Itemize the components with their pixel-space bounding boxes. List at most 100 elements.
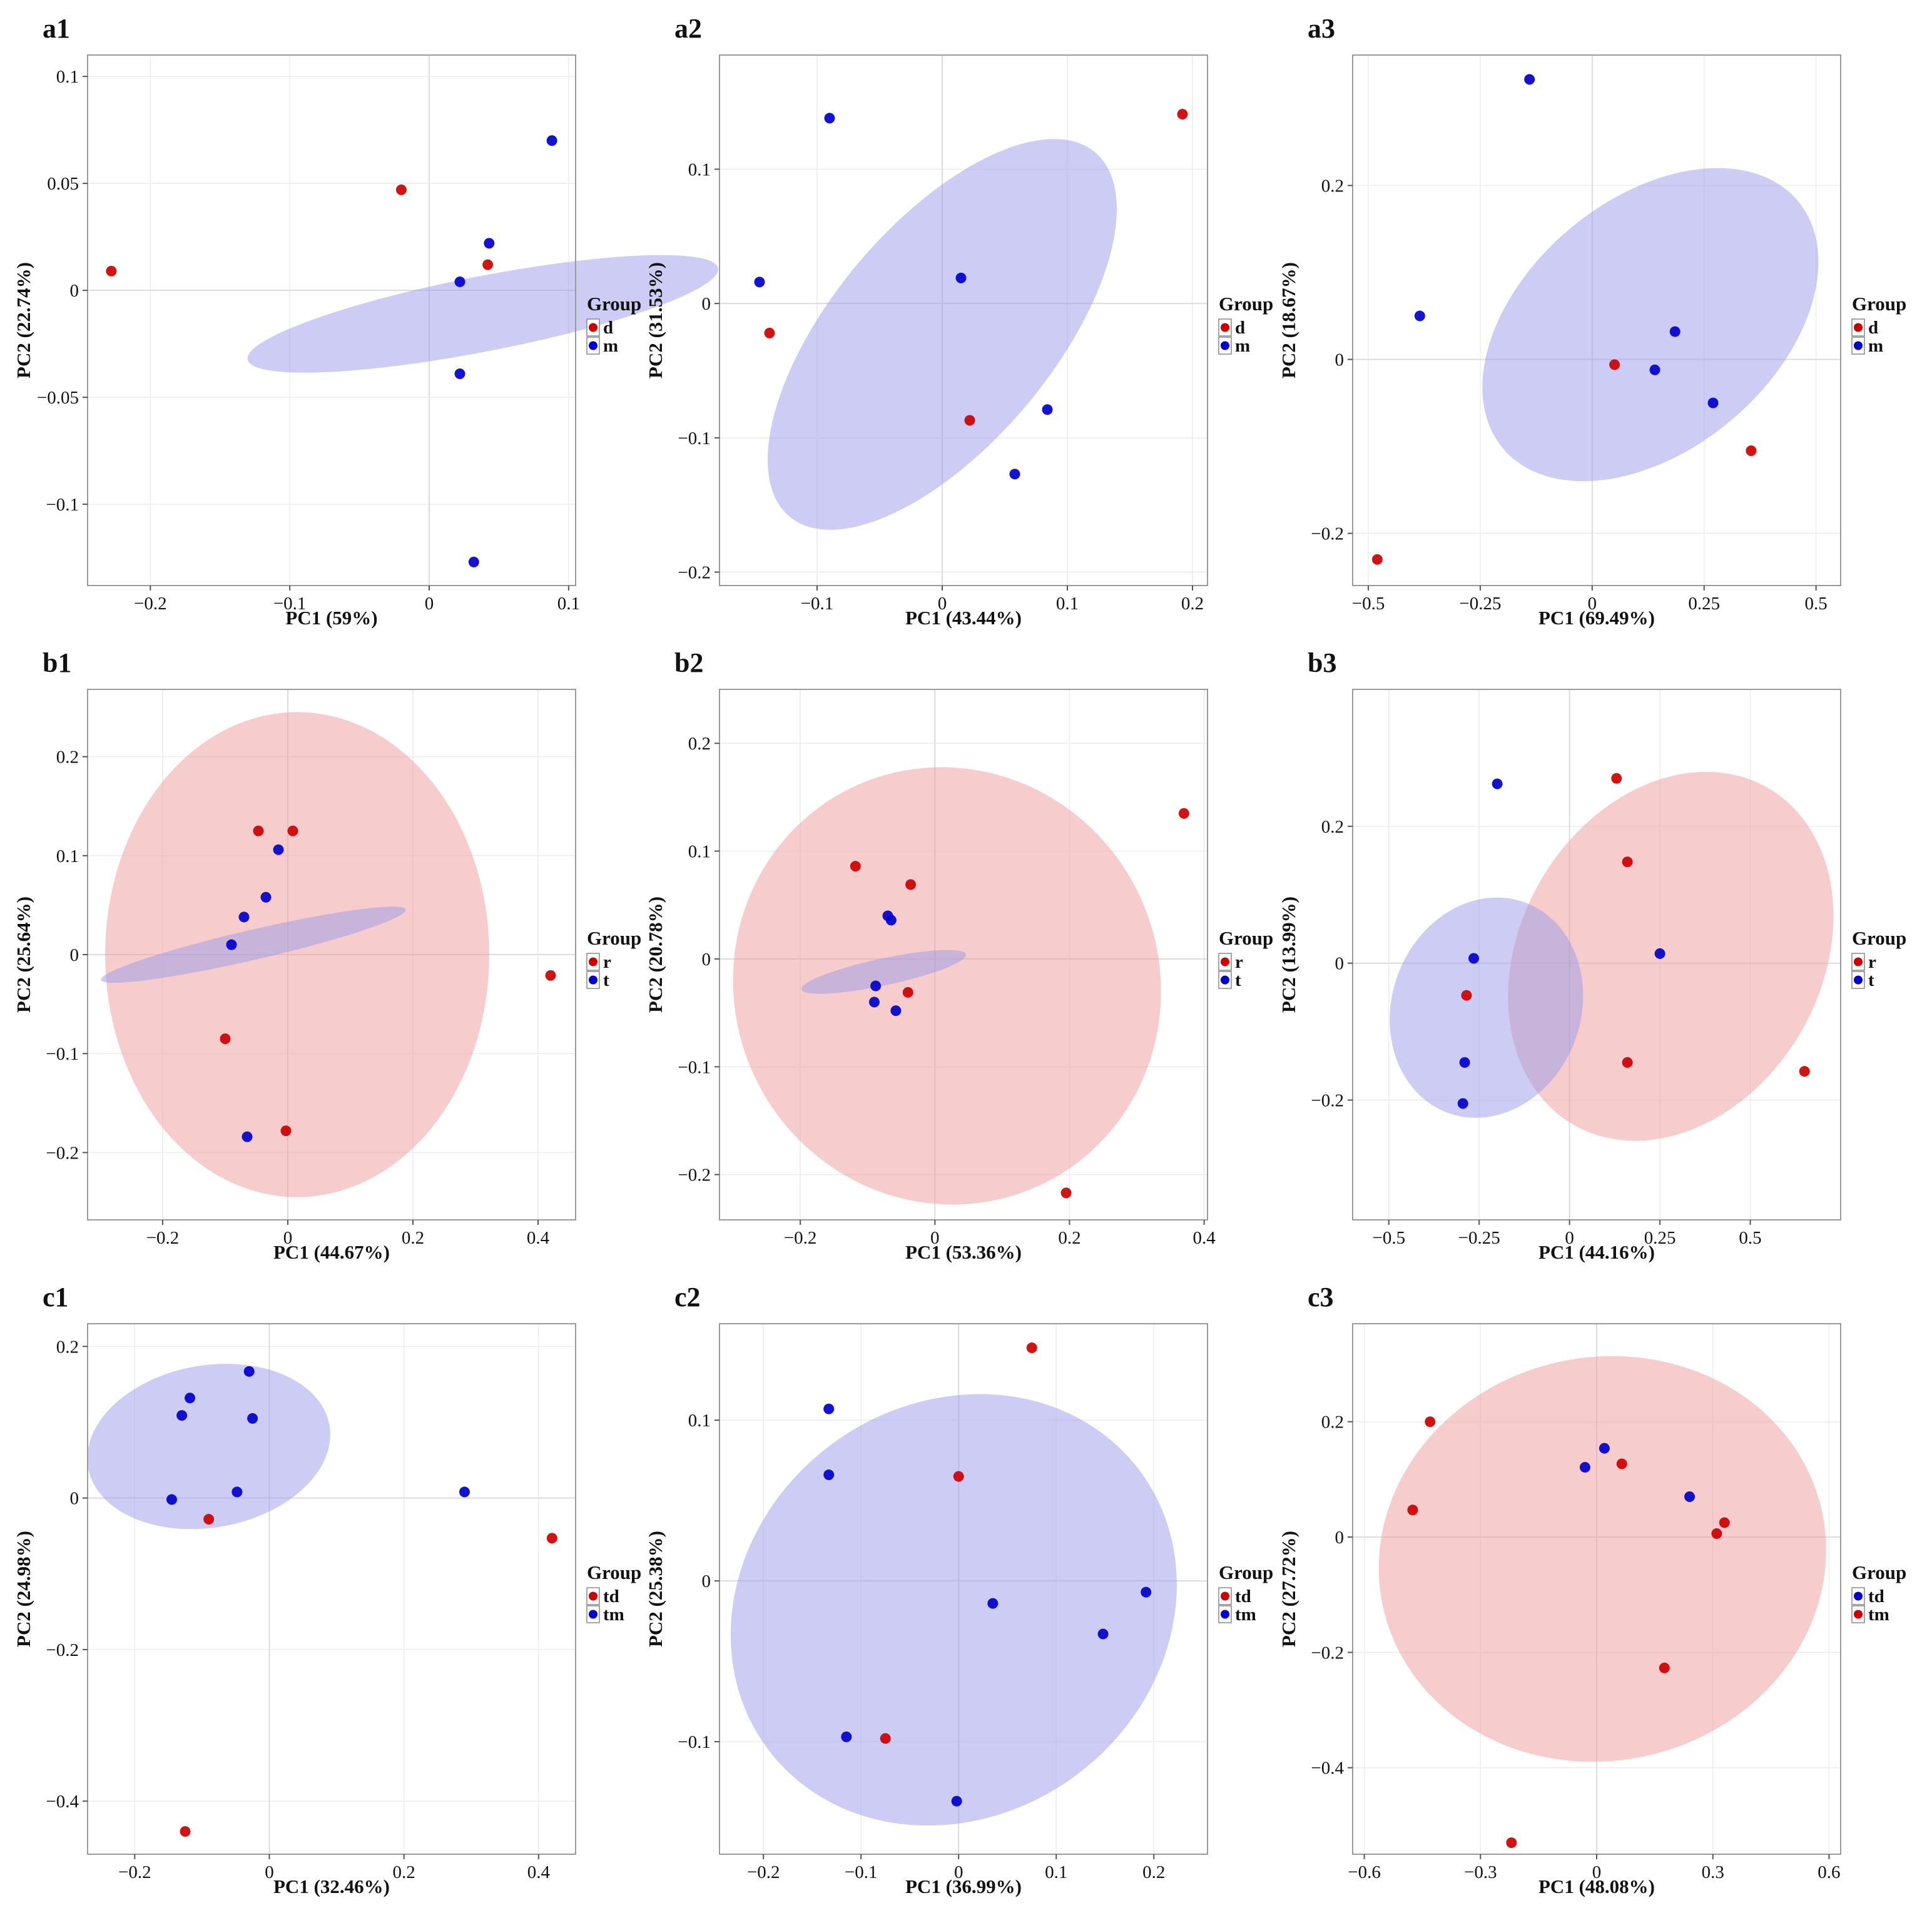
legend-label: td xyxy=(603,1586,619,1606)
legend: Group dm xyxy=(586,293,641,356)
legend-label: d xyxy=(1235,318,1245,338)
legend: Group rt xyxy=(1851,927,1906,990)
y-tick-label: 0 xyxy=(1335,954,1345,974)
x-tick-label: 0 xyxy=(265,1862,274,1882)
x-tick-label: 0 xyxy=(1565,1228,1574,1248)
ellipse-r xyxy=(105,712,489,1197)
legend-label: tm xyxy=(603,1605,624,1625)
legend-key-dot xyxy=(1221,957,1229,967)
panel-b3: b3 −0.5 −0.25 0 0.25 0.5 −0.2 0 0.2 PC1 (44.16%) P… xyxy=(1278,647,1906,1263)
x-tick-label: 0.2 xyxy=(1058,1228,1080,1248)
x-axis-title: PC1 (44.67%) xyxy=(273,1241,390,1263)
ellipse-tm xyxy=(1378,1356,1826,1762)
legend-key-dot xyxy=(1221,341,1229,350)
point-r xyxy=(1799,1066,1810,1077)
point-r xyxy=(1622,1057,1633,1068)
point-tm xyxy=(1407,1505,1418,1516)
point-tm xyxy=(823,1403,835,1414)
plot-frame xyxy=(87,1323,576,1855)
panel-c1-label: c1 xyxy=(43,1282,69,1312)
panel-b2: b2 −0.2 0 0.2 0.4 −0.2 −0.1 0 0.1 0.2 PC1 (53.36%)… xyxy=(644,647,1273,1263)
y-tick-label: −0.1 xyxy=(678,1057,711,1077)
x-tick-label: −0.25 xyxy=(1459,594,1501,614)
point-r xyxy=(1461,990,1472,1001)
point-r xyxy=(1622,856,1633,868)
point-t xyxy=(868,997,880,1008)
point-tm xyxy=(1141,1586,1152,1598)
plot-frame xyxy=(719,54,1208,586)
point-td xyxy=(1599,1443,1610,1454)
x-tick-label: 0.6 xyxy=(1818,1862,1840,1882)
point-t xyxy=(1457,1098,1468,1109)
legend-title: Group xyxy=(1852,1561,1906,1583)
y-tick-label: 0.2 xyxy=(1321,1413,1344,1433)
legend-label: d xyxy=(1868,318,1878,338)
point-tm xyxy=(1616,1458,1627,1469)
point-r xyxy=(1060,1187,1072,1199)
y-axis-title: PC2 (18.67%) xyxy=(1278,262,1299,378)
point-m xyxy=(1042,404,1053,415)
panel-a1-label: a1 xyxy=(43,13,70,44)
x-tick-label: −0.2 xyxy=(118,1862,151,1882)
legend-key-dot xyxy=(1221,975,1229,985)
point-t xyxy=(226,939,237,950)
point-m xyxy=(1524,74,1535,85)
ellipse-m xyxy=(1482,168,1819,482)
x-tick-label: −0.5 xyxy=(1372,1228,1405,1248)
legend-label: t xyxy=(1235,970,1241,990)
x-tick-label: 0.2 xyxy=(393,1862,415,1882)
legend-key-dot xyxy=(1854,341,1863,350)
point-td xyxy=(180,1826,191,1837)
point-tm xyxy=(176,1410,188,1421)
panel-a2-label: a2 xyxy=(674,13,702,44)
x-tick-label: 0.4 xyxy=(527,1862,551,1882)
point-tm xyxy=(1506,1837,1517,1849)
x-tick-label: −0.3 xyxy=(1464,1862,1497,1882)
x-tick-label: −0.2 xyxy=(134,594,167,614)
y-tick-label: −0.2 xyxy=(1311,524,1344,544)
x-axis-title: PC1 (44.16%) xyxy=(1538,1241,1655,1263)
x-axis-title: PC1 (48.08%) xyxy=(1538,1875,1655,1897)
x-tick-label: 0 xyxy=(283,1228,293,1248)
legend-label: r xyxy=(1235,952,1243,972)
x-tick-label: 0.1 xyxy=(1056,594,1079,614)
y-axis-title: PC2 (13.99%) xyxy=(1278,896,1299,1013)
legend: Group rt xyxy=(586,927,641,990)
y-tick-label: −0.2 xyxy=(678,1165,711,1185)
y-tick-label: −0.1 xyxy=(46,1044,79,1064)
x-tick-label: 0 xyxy=(1592,1862,1602,1882)
x-axis-title: PC1 (59%) xyxy=(285,607,377,629)
x-tick-label: −0.6 xyxy=(1348,1862,1381,1882)
legend-key-dot xyxy=(1221,323,1229,332)
legend-key-dot xyxy=(589,341,597,350)
y-tick-label: 0 xyxy=(70,1489,79,1509)
x-axis-title: PC1 (43.44%) xyxy=(905,607,1022,629)
x-tick-label: 0.2 xyxy=(1181,594,1204,614)
y-axis-title: PC2 (25.38%) xyxy=(644,1531,666,1647)
x-tick-label: 0.1 xyxy=(1045,1862,1067,1882)
point-d xyxy=(1371,554,1383,565)
x-tick-label: 0.5 xyxy=(1805,594,1828,614)
panel-a2: a2 −0.1 0 0.1 0.2 −0.2 −0.1 0 0.1 PC1 (43.44%) PC2… xyxy=(644,13,1273,629)
point-d xyxy=(482,259,494,270)
y-tick-label: −0.1 xyxy=(46,495,79,515)
point-m xyxy=(1669,326,1680,337)
y-tick-label: 0 xyxy=(702,1571,711,1591)
y-tick-label: 0 xyxy=(702,294,711,314)
legend-label: tm xyxy=(1868,1605,1889,1625)
panel-a3-label: a3 xyxy=(1308,13,1335,44)
y-tick-label: −0.2 xyxy=(678,563,711,583)
point-td xyxy=(203,1514,215,1525)
point-t xyxy=(1468,953,1480,964)
x-axis-title: PC1 (32.46%) xyxy=(273,1875,390,1897)
legend-key-dot xyxy=(1854,957,1863,967)
point-r xyxy=(287,825,298,836)
y-axis-title: PC2 (24.98%) xyxy=(13,1531,34,1647)
point-t xyxy=(273,844,284,855)
point-m xyxy=(1707,397,1719,408)
ellipse-t xyxy=(1390,897,1584,1118)
point-d xyxy=(964,415,975,426)
legend-key-dot xyxy=(1854,323,1863,332)
point-tm xyxy=(247,1413,258,1424)
